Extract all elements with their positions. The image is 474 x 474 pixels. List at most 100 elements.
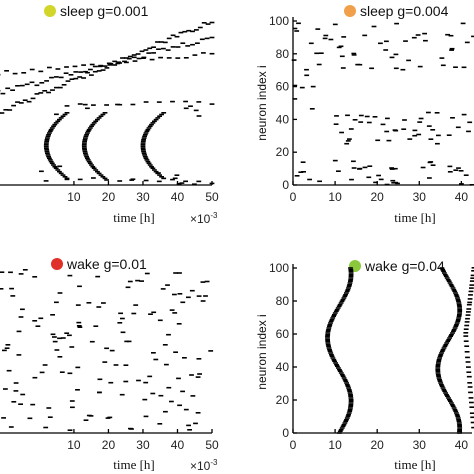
spike-mark <box>466 308 472 310</box>
spike-mark <box>83 152 88 154</box>
spike-mark <box>328 352 334 354</box>
spike-mark <box>29 68 35 71</box>
spike-mark <box>32 276 38 278</box>
spike-mark <box>39 82 45 84</box>
spike-mark <box>380 123 386 126</box>
spike-mark <box>195 376 201 378</box>
spike-mark <box>428 161 434 163</box>
spike-mark <box>77 178 83 181</box>
spike-mark <box>201 22 207 24</box>
spike-mark <box>63 72 69 74</box>
spike-mark <box>161 47 166 50</box>
spike-mark <box>348 393 353 396</box>
spike-mark <box>451 407 457 409</box>
spike-mark <box>57 292 63 294</box>
x-tick-label: 30 <box>413 438 427 452</box>
spike-mark <box>144 130 150 133</box>
spike-mark <box>45 137 50 139</box>
spike-mark <box>435 370 441 373</box>
spike-mark <box>190 43 195 46</box>
spike-mark <box>169 400 174 403</box>
spike-mark <box>469 280 474 282</box>
spike-mark <box>159 113 164 116</box>
spike-mark <box>85 157 90 160</box>
spike-mark <box>150 122 156 124</box>
spike-mark <box>102 112 108 114</box>
x-tick-label: 30 <box>136 438 150 452</box>
spike-mark <box>68 74 74 76</box>
spike-mark <box>145 128 151 131</box>
spike-mark <box>417 121 423 123</box>
spike-mark <box>18 316 24 318</box>
spike-mark <box>3 388 8 390</box>
spike-mark <box>13 382 19 384</box>
spike-mark <box>455 417 461 419</box>
spike-mark <box>334 115 339 117</box>
spike-mark <box>123 364 129 366</box>
spike-mark <box>5 87 11 90</box>
spike-mark <box>3 109 9 111</box>
spike-mark <box>193 109 199 112</box>
spike-mark <box>439 57 445 59</box>
spike-mark <box>426 125 432 127</box>
spike-mark <box>205 23 211 25</box>
spike-mark <box>141 137 147 139</box>
spike-mark <box>435 367 441 369</box>
spike-mark <box>450 405 456 408</box>
spike-mark <box>344 417 350 419</box>
spike-mark <box>334 308 340 311</box>
spike-mark <box>196 101 202 103</box>
spike-mark <box>466 311 471 313</box>
spike-mark <box>326 327 332 329</box>
spike-mark <box>343 293 348 296</box>
spike-mark <box>367 165 373 167</box>
spike-mark <box>449 402 454 404</box>
spike-mark <box>132 60 138 62</box>
spike-mark <box>436 377 442 379</box>
spike-mark <box>337 303 343 306</box>
x-tick-label: 10 <box>67 438 81 452</box>
spike-mark <box>470 421 474 424</box>
spike-mark <box>471 267 474 269</box>
spike-mark <box>328 38 334 41</box>
spike-mark <box>127 280 133 283</box>
spike-raster <box>0 269 214 431</box>
x-tick-label: 10 <box>67 190 81 204</box>
spike-mark <box>30 97 36 100</box>
spike-mark <box>159 41 164 43</box>
spike-mark <box>159 176 164 178</box>
spike-mark <box>177 293 183 295</box>
spike-mark <box>209 52 215 55</box>
spike-mark <box>81 145 87 148</box>
spike-mark <box>126 57 132 60</box>
spike-mark <box>446 134 452 136</box>
spike-mark <box>196 358 202 360</box>
spike-mark <box>335 307 341 309</box>
spike-mark <box>52 123 58 126</box>
spike-mark <box>50 89 55 91</box>
spike-mark <box>457 307 462 309</box>
spike-mark <box>104 179 109 181</box>
spike-mark <box>156 180 162 183</box>
spike-mark <box>151 52 156 54</box>
spike-mark <box>85 132 90 134</box>
spike-mark <box>296 22 301 25</box>
spike-mark <box>453 410 459 413</box>
spike-mark <box>65 80 71 82</box>
spike-mark <box>157 174 162 176</box>
spike-mark <box>96 117 102 119</box>
spike-mark <box>54 76 59 78</box>
spike-mark <box>448 34 454 37</box>
spike-mark <box>102 361 108 363</box>
spike-mark <box>172 312 178 314</box>
spike-mark <box>188 105 193 107</box>
spike-mark <box>140 147 146 149</box>
spike-mark <box>83 137 88 139</box>
spike-mark <box>430 129 436 131</box>
spike-mark <box>54 86 59 89</box>
spike-mark <box>81 144 87 146</box>
spike-mark <box>437 380 443 383</box>
spike-mark <box>446 280 452 283</box>
spike-mark <box>460 22 466 25</box>
spike-mark <box>21 72 27 74</box>
